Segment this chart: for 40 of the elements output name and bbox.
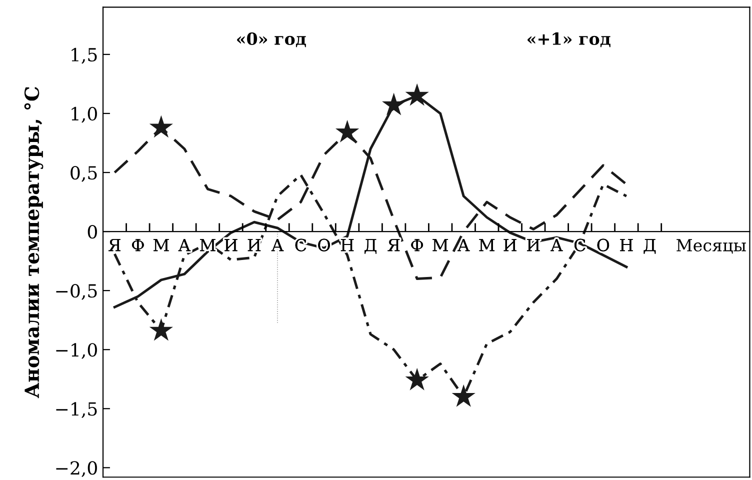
x-tick-label: Д bbox=[364, 238, 376, 254]
point bbox=[405, 368, 429, 390]
x-tick-label: Я bbox=[108, 238, 120, 252]
point bbox=[382, 92, 406, 116]
y-tick-label: −0,5 bbox=[56, 284, 97, 300]
y-tick-label: 0 bbox=[88, 224, 97, 239]
point bbox=[452, 384, 476, 407]
x-tick-label: Н bbox=[620, 238, 633, 252]
x-tick-label: А bbox=[457, 238, 470, 252]
x-tick-label: И bbox=[248, 238, 261, 252]
point bbox=[149, 318, 173, 341]
y-tick-label: −1,0 bbox=[56, 343, 97, 359]
x-tick-label: А bbox=[178, 238, 191, 252]
x-tick-label: М bbox=[432, 238, 448, 252]
x-tick-label: Д bbox=[644, 238, 656, 254]
x-tick-label: А bbox=[550, 238, 563, 252]
annotation: «+1» год bbox=[528, 32, 610, 48]
y-tick-label: 0,5 bbox=[70, 166, 97, 182]
y-tick-label: 1,5 bbox=[72, 48, 97, 64]
x-tick-label: М bbox=[153, 238, 169, 252]
x-tick-label: И bbox=[527, 238, 540, 252]
x-tick-label: Ф bbox=[132, 238, 144, 252]
point bbox=[335, 120, 360, 142]
y-tick-label: 1,0 bbox=[72, 106, 97, 123]
point bbox=[149, 115, 173, 138]
x-tick-label: С bbox=[295, 238, 306, 252]
x-tick-label: Ф bbox=[411, 238, 424, 252]
x-tick-label: А bbox=[271, 238, 284, 252]
x-tick-label: Я bbox=[388, 238, 400, 252]
y-axis-title: Аномалии температуры, °C bbox=[24, 87, 44, 398]
x-tick-label: О bbox=[597, 238, 610, 252]
x-tick-label: И bbox=[224, 238, 238, 252]
x-tick-label: И bbox=[504, 238, 516, 252]
y-tick-label: −2,0 bbox=[56, 461, 97, 477]
point bbox=[405, 83, 429, 106]
x-axis-title: Месяцы bbox=[676, 239, 746, 254]
annotation: «0» год bbox=[237, 32, 306, 48]
y-tick-label: −1,5 bbox=[56, 402, 97, 418]
x-tick-label: М bbox=[479, 238, 495, 252]
x-tick-label: Н bbox=[340, 238, 354, 252]
